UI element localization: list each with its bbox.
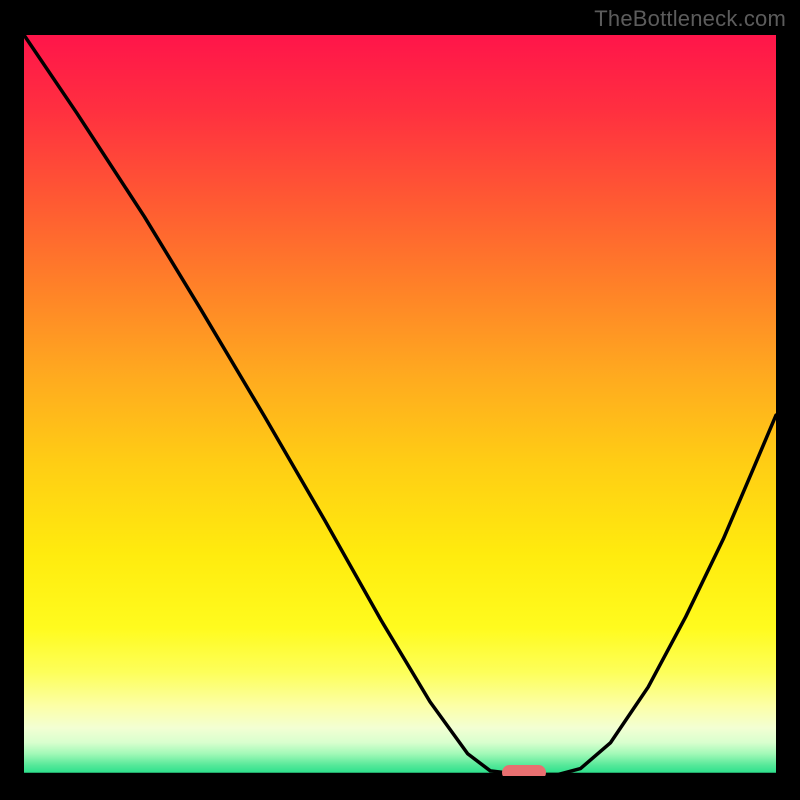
chart-svg [24, 35, 776, 776]
chart-marker [502, 765, 546, 776]
watermark-text: TheBottleneck.com [594, 6, 786, 32]
chart-plot-area [24, 35, 776, 776]
chart-background [24, 35, 776, 776]
